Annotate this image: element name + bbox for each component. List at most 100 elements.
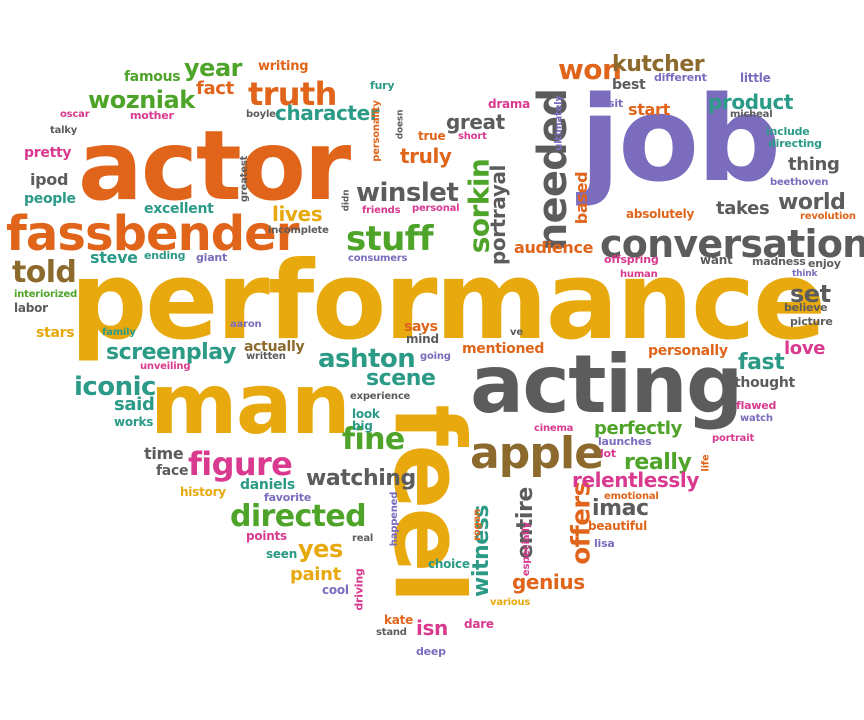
word-screenplay: screenplay (106, 340, 236, 365)
word-face: face (156, 463, 189, 479)
word-absolutely: absolutely (626, 207, 695, 221)
word-says: says (404, 319, 438, 335)
word-choice: choice (428, 557, 470, 571)
word-ending: ending (144, 249, 186, 262)
word-emotional: emotional (604, 491, 659, 502)
word-fury: fury (370, 79, 395, 92)
word-performance: performance (70, 239, 826, 364)
word-launches: launches (598, 435, 652, 448)
word-watch: watch (740, 413, 773, 424)
word-picture: picture (790, 315, 833, 328)
word-conversations: conversations (600, 222, 864, 266)
word-based: based (572, 171, 592, 225)
word-kate: kate (384, 613, 413, 627)
word-especially: especially (521, 521, 533, 577)
word-greatest: greatest (239, 155, 251, 203)
word-portrait: portrait (712, 433, 755, 444)
word-actually: actually (244, 339, 305, 355)
word-cinema: cinema (534, 423, 574, 434)
word-unveiling: unveiling (140, 361, 191, 372)
word-famous: famous (124, 69, 181, 85)
word-believe: believe (784, 301, 828, 314)
word-said: said (114, 394, 155, 415)
word-product: product (708, 90, 794, 114)
word-oscar: oscar (60, 109, 90, 120)
word-true: true (418, 129, 446, 143)
word-year: year (184, 54, 243, 82)
word-imac: imac (592, 496, 649, 521)
word-doesn: doesn (395, 109, 406, 140)
word-best: best (612, 77, 646, 93)
word-personal: personal (412, 203, 460, 214)
word-aaron: aaron (230, 319, 262, 330)
word-favorite: favorite (264, 491, 312, 504)
word-family: family (102, 327, 136, 338)
word-friends: friends (362, 205, 401, 216)
word-incomplete: incomplete (268, 225, 329, 236)
word-flawed: flawed (736, 399, 777, 412)
word-set: set (790, 280, 831, 308)
word-driving: driving (352, 568, 366, 611)
word-think: think (792, 269, 818, 279)
word-paint: paint (290, 564, 341, 585)
word-drama: drama (488, 97, 531, 111)
word-history: history (180, 485, 226, 499)
word-mind: mind (406, 332, 439, 346)
word-seen: seen (266, 547, 298, 561)
word-beautiful: beautiful (588, 519, 647, 533)
word-different: different (654, 71, 707, 84)
word-mentioned: mentioned (462, 341, 545, 357)
word-genius: genius (512, 570, 585, 594)
word-ashton: ashton (318, 344, 416, 374)
word-job: job (580, 70, 781, 208)
word-short: short (458, 131, 487, 142)
word-winslet: winslet (356, 178, 459, 208)
word-deep: deep (416, 645, 446, 658)
word-pretty: pretty (24, 145, 72, 161)
word-stars: stars (36, 325, 75, 341)
word-takes: takes (716, 198, 770, 219)
word-wozniak: wozniak (88, 86, 195, 114)
word-works: works (114, 415, 154, 429)
word-look: look (352, 407, 380, 421)
word-won: won (558, 53, 622, 86)
word-people: people (24, 191, 76, 207)
word-ve: ve (510, 327, 523, 338)
word-cool: cool (322, 583, 349, 597)
word-isn: isn (416, 616, 448, 640)
word-lives: lives (272, 202, 323, 226)
word-mother: mother (130, 109, 174, 122)
word-kutcher: kutcher (612, 52, 705, 77)
word-consumers: consumers (348, 253, 408, 264)
word-time: time (144, 444, 184, 463)
word-madness: madness (752, 255, 806, 268)
word-interiorized: interiorized (14, 289, 78, 300)
word-life: life (700, 454, 712, 472)
word-fassbender: fassbender (6, 206, 299, 262)
word-personality: personality (370, 100, 382, 162)
word-rogan: rogan (471, 509, 483, 541)
word-points: points (246, 529, 287, 543)
word-sit: sit (608, 97, 623, 110)
word-yes: yes (298, 535, 343, 563)
word-experience: experience (350, 391, 411, 402)
word-labor: labor (14, 301, 48, 315)
word-daniels: daniels (240, 477, 295, 493)
word-lisa: lisa (594, 537, 615, 550)
word-directing: directing (768, 137, 822, 150)
word-ultimately: ultimately (553, 95, 565, 151)
word-really: really (624, 450, 692, 475)
word-didn: didn (341, 189, 352, 212)
word-character: character (275, 101, 380, 125)
word-written: written (246, 351, 286, 362)
word-truth: truth (248, 75, 337, 113)
word-include: include (766, 125, 810, 138)
word-stand: stand (376, 627, 407, 638)
word-beethoven: beethoven (770, 177, 829, 188)
word-going: going (420, 351, 451, 362)
word-apple: apple (470, 428, 604, 479)
word-personally: personally (648, 343, 728, 359)
word-lot: lot (600, 447, 616, 460)
word-offspring: offspring (604, 253, 659, 266)
